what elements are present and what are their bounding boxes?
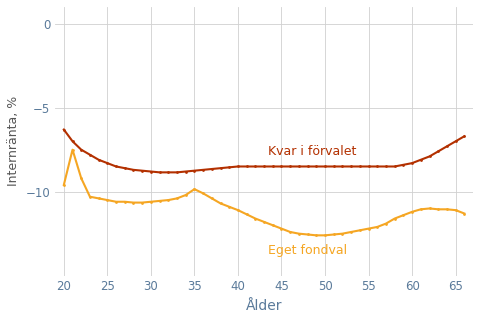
X-axis label: Ålder: Ålder [246,299,282,313]
Text: Eget fondval: Eget fondval [268,244,348,257]
Text: Kvar i förvalet: Kvar i förvalet [268,145,357,158]
Y-axis label: Internränta, %: Internränta, % [7,96,20,187]
